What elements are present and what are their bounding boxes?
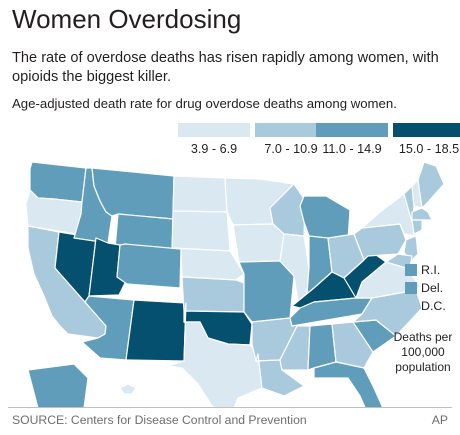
state-mi <box>299 195 351 243</box>
state-ks <box>181 276 245 313</box>
small-state-label: D.C. <box>421 299 446 313</box>
state-ms <box>279 325 311 371</box>
legend-label: 15.0 - 18.5 <box>398 142 460 156</box>
legend-swatch <box>316 123 388 137</box>
page-title: Women Overdosing <box>12 4 242 34</box>
state-ak <box>27 363 89 408</box>
small-state-label: Del. <box>421 281 444 295</box>
state-sd <box>171 210 231 252</box>
small-state-swatch <box>405 282 417 294</box>
legend-item: 15.0 - 18.5 <box>393 123 460 156</box>
state-me <box>417 161 445 209</box>
legend-item: 7.0 - 10.9 <box>255 123 327 156</box>
legend-swatch <box>255 123 327 137</box>
color-legend: 3.9 - 6.9 7.0 - 10.9 11.0 - 14.9 15.0 - … <box>0 123 460 159</box>
small-state-swatch <box>405 264 417 276</box>
state-mo <box>238 260 295 323</box>
small-state-swatch <box>405 300 417 312</box>
source-credit: SOURCE: Centers for Disease Control and … <box>12 413 307 427</box>
legend-label: 11.0 - 14.9 <box>322 142 382 156</box>
agency-credit: AP <box>431 413 448 427</box>
state-nm <box>125 299 187 362</box>
small-state-label: R.I. <box>421 263 441 277</box>
units-note: Deaths per 100,000 population <box>393 330 453 374</box>
subtitle: The rate of overdose deaths has risen ra… <box>12 50 439 85</box>
legend-item: 11.0 - 14.9 <box>316 123 388 156</box>
state-wa <box>29 161 87 203</box>
chart-subhead: Age-adjusted death rate for drug overdos… <box>12 96 397 111</box>
us-choropleth-map <box>25 161 445 408</box>
legend-item: 3.9 - 6.9 <box>178 123 250 156</box>
legend-swatch <box>393 123 460 137</box>
state-hi <box>119 383 137 395</box>
state-ia <box>232 223 285 263</box>
state-fl <box>313 361 384 408</box>
state-ga <box>331 321 374 369</box>
legend-label: 7.0 - 10.9 <box>264 142 318 156</box>
state-ct <box>411 219 423 235</box>
state-co <box>116 243 182 289</box>
legend-swatch <box>178 123 250 137</box>
legend-label: 3.9 - 6.9 <box>190 142 238 156</box>
state-ma <box>411 207 433 221</box>
state-ne <box>171 247 245 281</box>
state-tx <box>167 302 263 408</box>
state-nd <box>172 175 228 213</box>
footer-divider <box>8 407 452 408</box>
